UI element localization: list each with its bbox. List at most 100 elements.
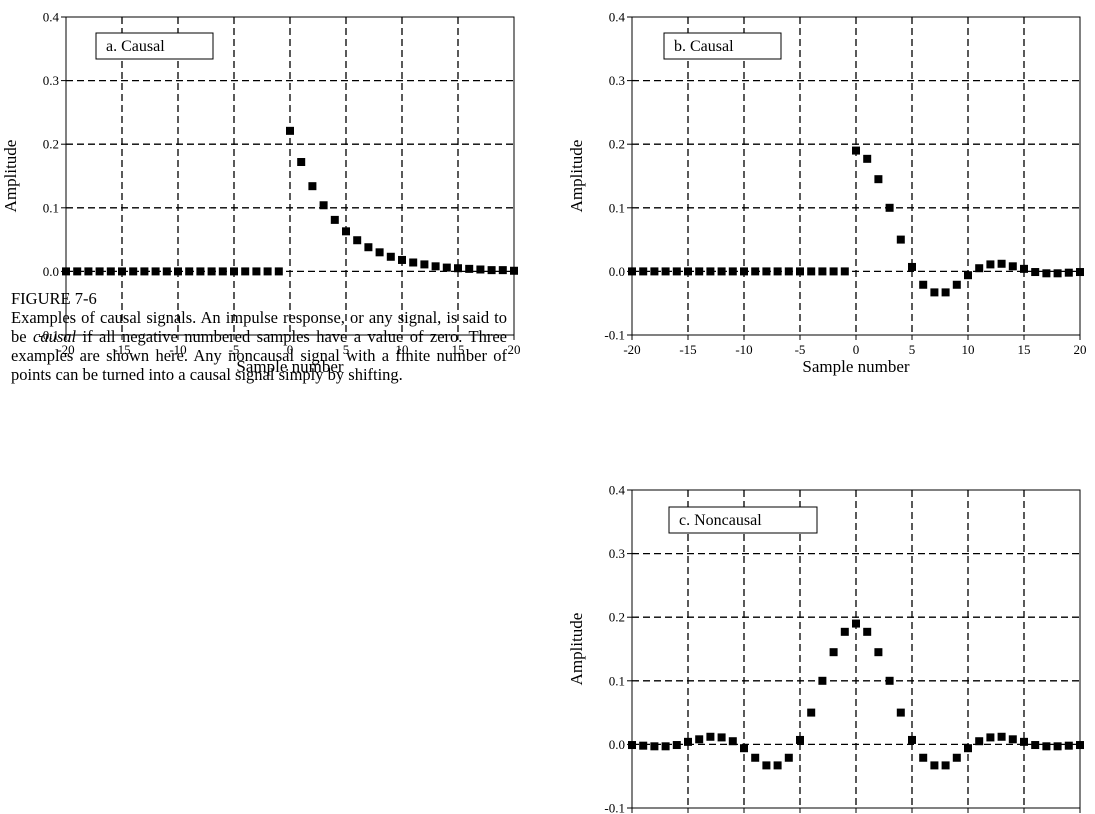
data-point — [510, 266, 518, 275]
data-point — [1076, 741, 1084, 750]
data-point — [852, 619, 860, 628]
data-point — [930, 761, 939, 770]
data-point — [941, 288, 950, 297]
panel-label: c. Noncausal — [679, 512, 762, 529]
panel-c: -20-15-10-505101520-0.10.00.10.20.30.4Sa… — [567, 483, 1084, 814]
panel-label: b. Causal — [674, 38, 734, 55]
x-tick-label: -10 — [735, 342, 752, 357]
data-point — [1008, 735, 1017, 744]
data-point — [964, 744, 972, 753]
data-point — [274, 267, 283, 276]
data-point — [728, 737, 737, 746]
x-tick-label: 5 — [343, 342, 350, 357]
y-tick-label: 0.2 — [43, 137, 59, 152]
panel-b: -20 -15 -10 -5 0 5 10 15 20 -0.1 0.0 0.1 0.2 0.3 0.4 Sa… — [567, 10, 1087, 377]
data-point — [639, 267, 648, 276]
data-point — [829, 267, 838, 276]
x-tick-label: -5 — [795, 342, 806, 357]
data-point — [1020, 264, 1028, 273]
data-point — [442, 263, 451, 272]
data-point — [487, 266, 496, 275]
data-point — [997, 259, 1006, 268]
y-tick-label: 0.1 — [43, 200, 59, 215]
data-point — [661, 742, 670, 751]
data-point — [420, 260, 429, 269]
y-tick-label: 0.0 — [43, 264, 59, 279]
data-point — [941, 761, 950, 770]
data-point — [241, 267, 250, 276]
data-point — [863, 154, 872, 163]
data-point — [1042, 269, 1051, 278]
data-point — [807, 267, 816, 276]
data-point — [672, 267, 681, 276]
data-point — [476, 265, 485, 274]
data-point — [286, 126, 294, 135]
x-tick-label: 0 — [287, 342, 294, 357]
panel-label-box — [668, 506, 818, 534]
x-tick-label: -20 — [57, 342, 74, 357]
data-point — [263, 267, 272, 276]
x-tick-label: 15 — [1018, 342, 1031, 357]
y-tick-label: -0.1 — [38, 328, 59, 343]
y-tick-label: -0.1 — [604, 801, 625, 814]
data-point — [398, 255, 406, 264]
panel-label-box — [663, 32, 782, 60]
x-tick-label: -15 — [679, 342, 696, 357]
data-point — [151, 267, 160, 276]
data-point — [986, 260, 995, 269]
data-point — [908, 262, 916, 271]
data-point — [874, 175, 883, 184]
data-point — [375, 248, 384, 257]
data-point — [863, 627, 872, 636]
data-point — [386, 252, 395, 261]
data-point — [62, 267, 70, 276]
data-point — [840, 627, 849, 636]
data-point — [773, 267, 782, 276]
y-axis-label: Amplitude — [567, 140, 586, 213]
y-tick-label: -0.1 — [604, 328, 625, 343]
data-point — [95, 267, 104, 276]
data-point — [740, 267, 748, 276]
data-point — [84, 267, 93, 276]
data-point — [73, 267, 82, 276]
panel-label: a. Causal — [106, 38, 165, 55]
data-point — [1031, 268, 1040, 277]
y-tick-label: 0.1 — [609, 673, 625, 688]
y-axis-label: Amplitude — [1, 140, 20, 213]
data-point — [818, 676, 827, 685]
data-point — [1064, 741, 1073, 750]
data-point — [162, 267, 171, 276]
data-point — [252, 267, 261, 276]
data-point — [885, 203, 894, 212]
x-tick-label: 5 — [909, 342, 916, 357]
x-tick-label: 20 — [1074, 342, 1087, 357]
y-tick-label: 0.3 — [43, 73, 59, 88]
data-point — [1042, 742, 1051, 751]
data-point — [852, 146, 860, 155]
data-point — [308, 182, 317, 191]
data-point — [874, 648, 883, 657]
data-point — [1053, 742, 1062, 751]
y-tick-label: 0.4 — [43, 10, 60, 25]
data-point — [784, 267, 793, 276]
data-point — [751, 753, 760, 762]
data-point — [129, 267, 138, 276]
data-point — [364, 243, 373, 252]
y-tick-label: 0.2 — [609, 137, 625, 152]
data-point — [1008, 262, 1017, 271]
data-point — [930, 288, 939, 297]
y-tick-label: 0.4 — [609, 483, 626, 498]
y-tick-label: 0.3 — [609, 73, 625, 88]
data-point — [174, 267, 182, 276]
caption-text: Examples of causal signals. An impulse r… — [11, 308, 507, 384]
data-point — [1064, 268, 1073, 277]
data-point — [717, 733, 726, 742]
x-axis-label: Sample number — [236, 357, 344, 376]
y-tick-label: 0.4 — [609, 10, 626, 25]
x-tick-label: 0 — [853, 342, 860, 357]
data-point — [975, 264, 984, 273]
caption-text-part-2: if all negative numbered samples have a … — [11, 327, 507, 384]
data-point — [498, 266, 507, 275]
x-tick-label: 10 — [396, 342, 409, 357]
data-point — [829, 648, 838, 657]
